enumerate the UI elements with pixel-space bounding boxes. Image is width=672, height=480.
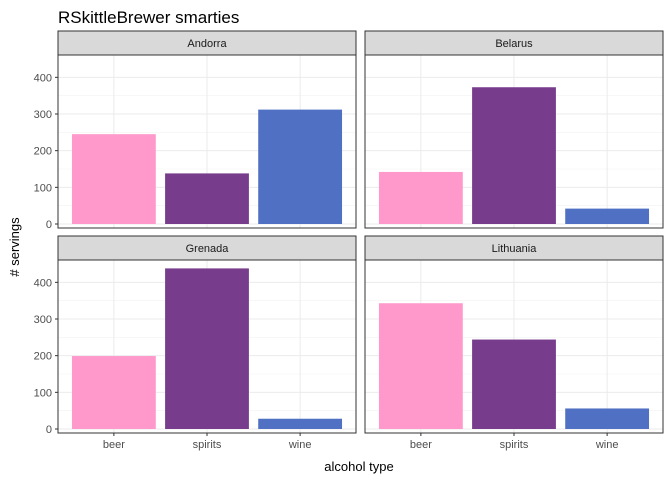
bar-beer bbox=[71, 356, 156, 429]
y-tick-label: 0 bbox=[46, 424, 52, 436]
x-tick-label: spirits bbox=[193, 439, 222, 451]
y-axis-title: # servings bbox=[7, 217, 22, 277]
bar-wine bbox=[258, 109, 343, 224]
panel-border bbox=[57, 54, 357, 229]
facet-panel-grenada: Grenada 0 100 200 300 400 beer spirits wine bbox=[34, 235, 357, 451]
x-tick-label: beer bbox=[103, 439, 125, 451]
bar-spirits bbox=[165, 173, 249, 224]
bar-spirits bbox=[472, 87, 556, 224]
chart-title: RSkittleBrewer smarties bbox=[58, 8, 239, 27]
bar-beer bbox=[378, 171, 463, 224]
bar-beer bbox=[378, 303, 463, 429]
bar-wine bbox=[258, 418, 343, 429]
bar-beer bbox=[71, 134, 156, 224]
y-tick-label: 300 bbox=[34, 314, 52, 326]
x-axis-title: alcohol type bbox=[324, 459, 393, 474]
x-tick-label: beer bbox=[410, 439, 432, 451]
y-tick-label: 0 bbox=[46, 219, 52, 231]
bar-spirits bbox=[472, 339, 556, 429]
bar-wine bbox=[565, 408, 650, 429]
facet-strip-label: Lithuania bbox=[492, 243, 538, 255]
x-tick-label: wine bbox=[595, 439, 619, 451]
facet-panel-andorra: Andorra 0 100 200 300 400 bbox=[34, 30, 357, 231]
y-tick-label: 100 bbox=[34, 387, 52, 399]
x-tick-label: spirits bbox=[500, 439, 529, 451]
facet-strip-label: Grenada bbox=[186, 243, 230, 255]
facet-strip-label: Andorra bbox=[187, 38, 227, 50]
y-tick-label: 200 bbox=[34, 351, 52, 363]
facet-panels: Andorra 0 100 200 300 400 Belarus Grenada 0 100 20… bbox=[34, 30, 664, 451]
y-tick-label: 100 bbox=[34, 182, 52, 194]
facet-panel-belarus: Belarus bbox=[364, 30, 664, 229]
facet-strip bbox=[364, 30, 664, 56]
facet-strip bbox=[57, 30, 357, 56]
facet-strip-label: Belarus bbox=[495, 38, 533, 50]
y-tick-label: 300 bbox=[34, 109, 52, 121]
bar-wine bbox=[565, 208, 650, 224]
y-tick-label: 400 bbox=[34, 277, 52, 289]
facet-strip bbox=[364, 235, 664, 261]
bar-spirits bbox=[165, 268, 249, 429]
y-tick-label: 400 bbox=[34, 72, 52, 84]
facet-panel-lithuania: Lithuania beer spirits wine bbox=[364, 235, 664, 451]
y-tick-label: 200 bbox=[34, 146, 52, 158]
panel-border bbox=[364, 54, 664, 229]
x-tick-label: wine bbox=[288, 439, 312, 451]
